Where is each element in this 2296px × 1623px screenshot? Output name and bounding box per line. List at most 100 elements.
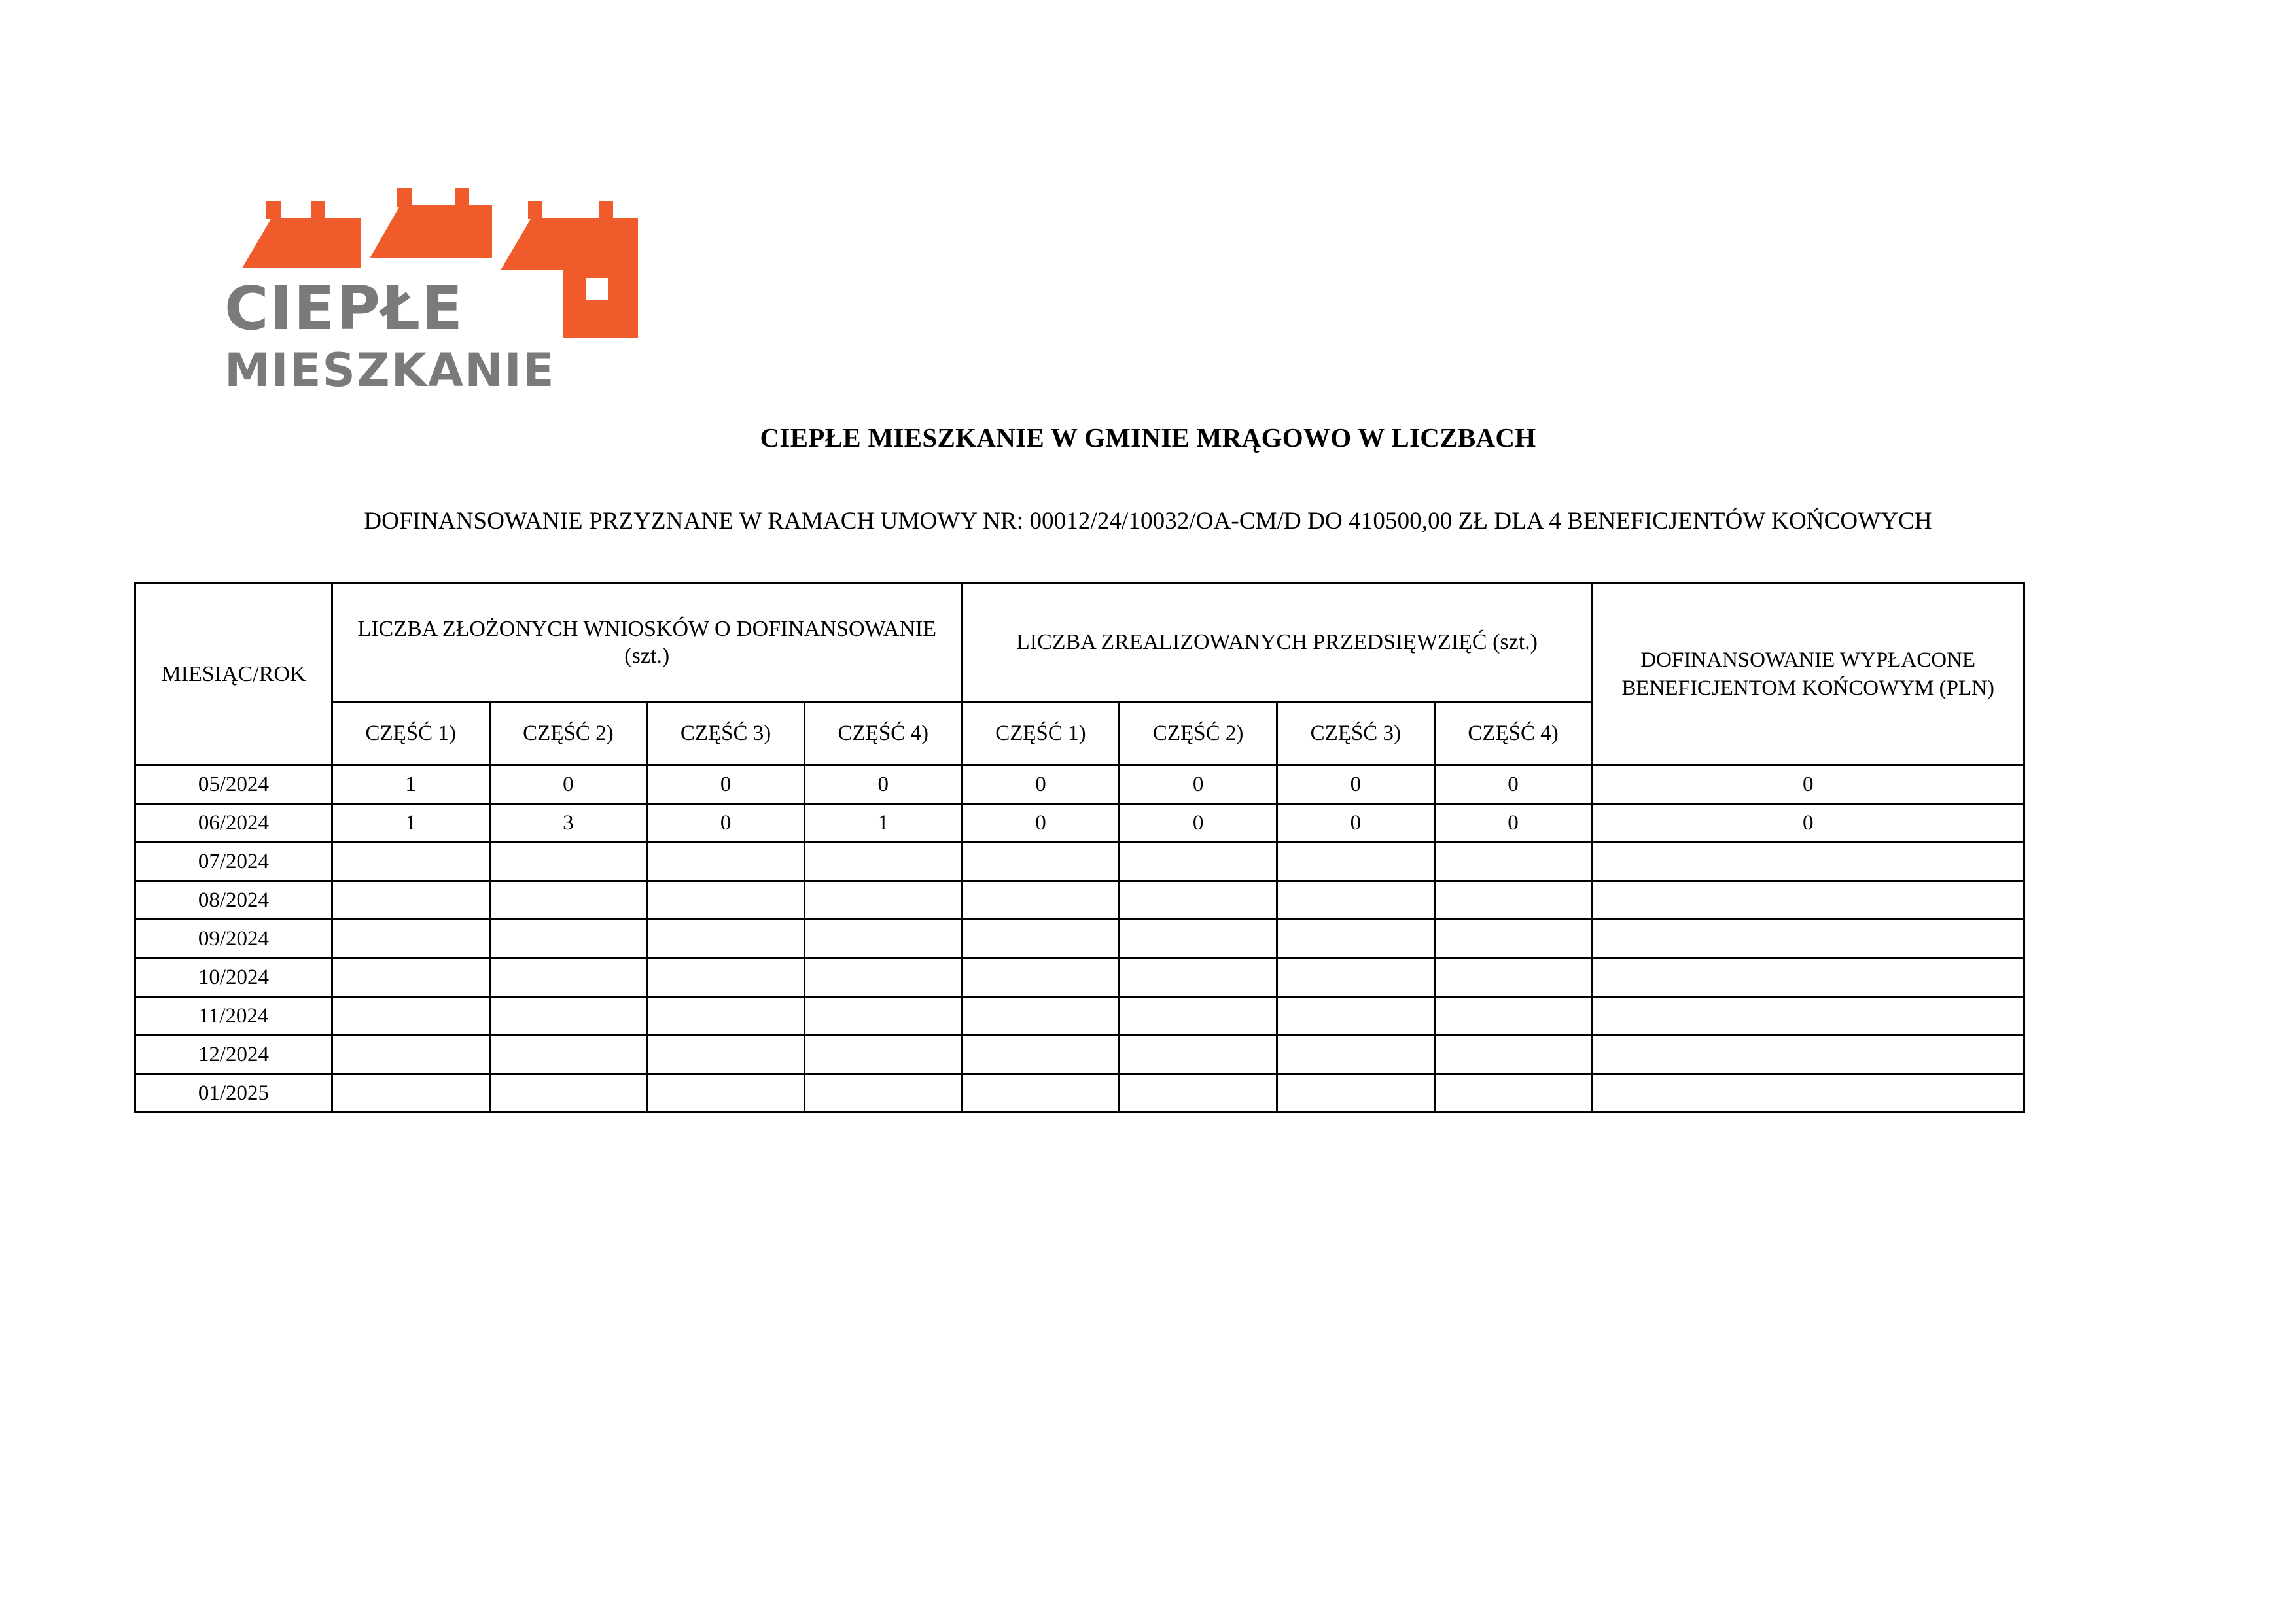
- table-row: 10/2024: [134, 957, 2025, 998]
- logo-graphic: CIEPŁE MIESZKANIE: [224, 188, 638, 393]
- cell-completed-part-2: [1118, 1073, 1278, 1113]
- logo-roof-middle-icon: [370, 188, 492, 258]
- cell-applications-part-3: [646, 918, 805, 959]
- cell-applications-part-1: [330, 1034, 491, 1075]
- cell-completed-part-2: [1118, 841, 1278, 882]
- cell-completed-part-1: [961, 1034, 1121, 1075]
- cell-applications-part-2: [488, 1034, 648, 1075]
- cell-applications-part-1: [330, 880, 491, 920]
- cell-completed-part-4: [1433, 880, 1593, 920]
- cell-applications-part-1: 1: [330, 803, 491, 843]
- header-applications-part-1: CZĘŚĆ 1): [330, 701, 491, 766]
- header-completed-part-4: CZĘŚĆ 4): [1433, 701, 1593, 766]
- cell-completed-part-3: [1275, 918, 1436, 959]
- cell-completed-part-1: [961, 841, 1121, 882]
- cell-applications-part-1: 1: [330, 764, 491, 805]
- cell-completed-part-2: 0: [1118, 803, 1278, 843]
- page-subtitle: DOFINANSOWANIE PRZYZNANE W RAMACH UMOWY …: [364, 508, 1932, 534]
- cell-payout: [1591, 996, 2025, 1036]
- page-title: CIEPŁE MIESZKANIE W GMINIE MRĄGOWO W LIC…: [760, 423, 1536, 453]
- table-row: 12/2024: [134, 1034, 2025, 1075]
- cell-completed-part-1: 0: [961, 764, 1121, 805]
- cell-payout: [1591, 880, 2025, 920]
- cell-completed-part-2: [1118, 918, 1278, 959]
- cell-completed-part-4: [1433, 957, 1593, 998]
- cell-applications-part-4: 0: [803, 764, 963, 805]
- cell-month: 05/2024: [134, 764, 333, 805]
- cell-applications-part-3: [646, 880, 805, 920]
- cell-month: 10/2024: [134, 957, 333, 998]
- cell-applications-part-1: [330, 918, 491, 959]
- logo-house-right-icon: [501, 201, 638, 338]
- cell-completed-part-3: [1275, 957, 1436, 998]
- table-row: 09/2024: [134, 918, 2025, 959]
- cell-applications-part-4: [803, 1073, 963, 1113]
- cell-applications-part-1: [330, 957, 491, 998]
- cell-applications-part-3: [646, 957, 805, 998]
- cell-month: 08/2024: [134, 880, 333, 920]
- cell-applications-part-2: [488, 957, 648, 998]
- cell-completed-part-4: [1433, 918, 1593, 959]
- cell-payout: [1591, 1073, 2025, 1113]
- cell-applications-part-4: [803, 918, 963, 959]
- table-row: 06/2024 1 3 0 1 0 0 0 0 0: [134, 803, 2025, 843]
- cell-completed-part-1: [961, 996, 1121, 1036]
- ciepłe-mieszkanie-logo: CIEPŁE MIESZKANIE: [206, 186, 658, 393]
- table-header-row-parts: CZĘŚĆ 1) CZĘŚĆ 2) CZĘŚĆ 3) CZĘŚĆ 4) CZĘŚ…: [135, 701, 2024, 766]
- header-completed-part-2: CZĘŚĆ 2): [1118, 701, 1278, 766]
- table-row: 01/2025: [134, 1073, 2025, 1113]
- cell-completed-part-3: 0: [1275, 803, 1436, 843]
- cell-payout: [1591, 918, 2025, 959]
- cell-completed-part-4: [1433, 1073, 1593, 1113]
- table-row: 11/2024: [134, 996, 2025, 1036]
- cell-month: 09/2024: [134, 918, 333, 959]
- table-row: 07/2024: [134, 841, 2025, 882]
- cell-applications-part-4: [803, 841, 963, 882]
- cell-completed-part-4: 0: [1433, 764, 1593, 805]
- cell-applications-part-4: [803, 1034, 963, 1075]
- cell-completed-part-4: 0: [1433, 803, 1593, 843]
- cell-applications-part-4: [803, 957, 963, 998]
- cell-applications-part-4: [803, 880, 963, 920]
- cell-payout: [1591, 841, 2025, 882]
- cell-applications-part-4: 1: [803, 803, 963, 843]
- cell-completed-part-1: 0: [961, 803, 1121, 843]
- cell-applications-part-3: [646, 1073, 805, 1113]
- table-row: 08/2024: [134, 880, 2025, 920]
- cell-month: 11/2024: [134, 996, 333, 1036]
- cell-applications-part-4: [803, 996, 963, 1036]
- cell-applications-part-2: [488, 1073, 648, 1113]
- cell-month: 06/2024: [134, 803, 333, 843]
- cell-payout: [1591, 1034, 2025, 1075]
- cell-completed-part-4: [1433, 841, 1593, 882]
- cell-completed-part-1: [961, 1073, 1121, 1113]
- cell-payout: 0: [1591, 764, 2025, 805]
- cell-applications-part-3: [646, 1034, 805, 1075]
- cell-completed-part-3: 0: [1275, 764, 1436, 805]
- cell-completed-part-3: [1275, 1034, 1436, 1075]
- cell-applications-part-2: 3: [488, 803, 648, 843]
- header-payout: DOFINANSOWANIE WYPŁACONE BENEFICJENTOM K…: [1591, 582, 2025, 766]
- logo-wordmark-line1: CIEPŁE: [224, 273, 464, 343]
- cell-applications-part-2: [488, 918, 648, 959]
- cell-completed-part-4: [1433, 1034, 1593, 1075]
- cell-completed-part-3: [1275, 880, 1436, 920]
- table-header-row-groups: MIESIĄC/ROK LICZBA ZŁOŻONYCH WNIOSKÓW O …: [134, 582, 2025, 766]
- cell-completed-part-2: 0: [1118, 764, 1278, 805]
- cell-month: 07/2024: [134, 841, 333, 882]
- cell-month: 12/2024: [134, 1034, 333, 1075]
- cell-payout: [1591, 957, 2025, 998]
- cell-applications-part-3: [646, 841, 805, 882]
- cell-applications-part-1: [330, 841, 491, 882]
- cell-applications-part-3: [646, 996, 805, 1036]
- cell-month: 01/2025: [134, 1073, 333, 1113]
- cell-completed-part-2: [1118, 1034, 1278, 1075]
- cell-applications-part-3: 0: [646, 803, 805, 843]
- header-applications-part-3: CZĘŚĆ 3): [646, 701, 805, 766]
- header-group-applications: LICZBA ZŁOŻONYCH WNIOSKÓW O DOFINANSOWAN…: [330, 582, 963, 703]
- cell-applications-part-2: [488, 996, 648, 1036]
- table-body: 05/2024 1 0 0 0 0 0 0 0 0 06/2024 1 3 0 1 0 0 0 0 0 07/2024 0…: [134, 764, 2025, 1113]
- cell-applications-part-2: [488, 841, 648, 882]
- header-applications-part-2: CZĘŚĆ 2): [488, 701, 648, 766]
- cell-completed-part-1: [961, 957, 1121, 998]
